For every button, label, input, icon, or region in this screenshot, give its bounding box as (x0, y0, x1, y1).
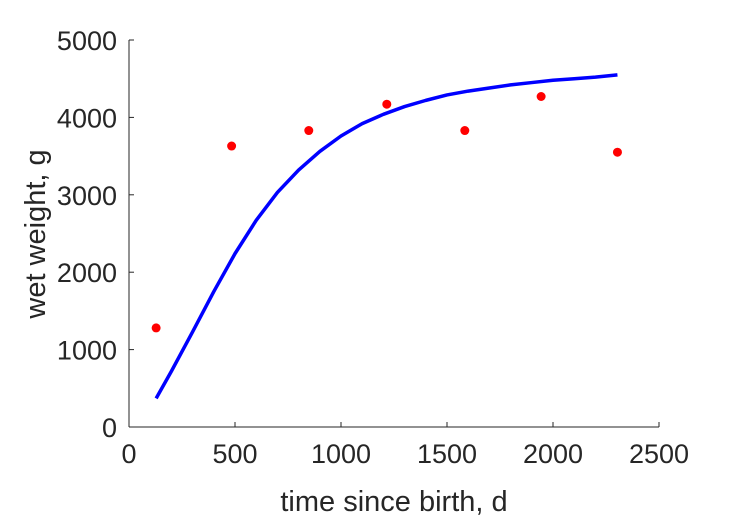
y-tick-label: 1000 (57, 336, 117, 366)
y-tick-label: 3000 (57, 181, 117, 211)
y-tick-label: 4000 (57, 103, 117, 133)
x-tick-label: 2500 (629, 439, 689, 469)
model-curve-line (154, 73, 618, 400)
x-tick-label: 1000 (311, 439, 371, 469)
x-tick-label: 1500 (417, 439, 477, 469)
data-point (151, 323, 161, 333)
y-tick-label: 5000 (57, 26, 117, 56)
x-axis-label: time since birth, d (280, 486, 507, 518)
x-tick-label: 500 (212, 439, 257, 469)
y-axis-ticks: 0 1000 2000 3000 4000 5000 (57, 26, 134, 443)
data-point (460, 126, 470, 136)
data-point (536, 92, 546, 102)
data-point (612, 147, 622, 157)
x-tick-label: 2000 (523, 439, 583, 469)
y-tick-label: 2000 (57, 258, 117, 288)
data-point (227, 141, 237, 151)
x-axis-ticks: 0 500 1000 1500 2000 2500 (121, 422, 689, 469)
plot-area (151, 73, 622, 400)
data-point (304, 126, 314, 136)
data-point (382, 99, 392, 109)
axes (128, 40, 659, 428)
y-axis-label: wet weight, g (20, 149, 52, 319)
y-tick-label: 0 (102, 413, 117, 443)
x-tick-label: 0 (121, 439, 136, 469)
